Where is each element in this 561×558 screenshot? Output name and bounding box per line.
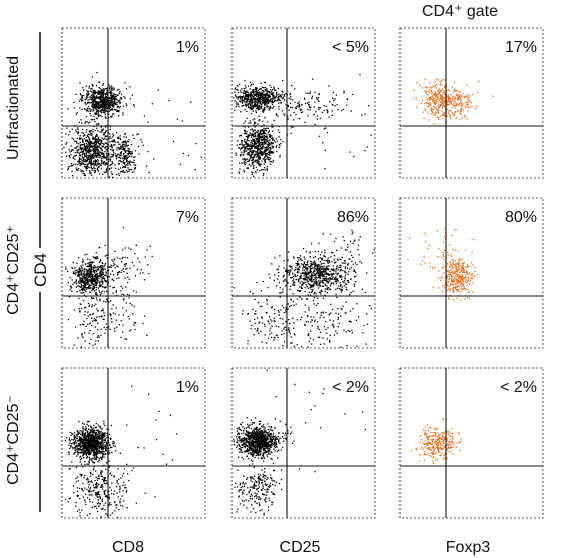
panel-frame (231, 197, 376, 349)
panel-frame (399, 27, 544, 179)
quadrant-percentage: < 2% (500, 379, 537, 396)
panel-frame (399, 197, 544, 349)
quadrant-percentage: 1% (176, 39, 199, 56)
quadrant-percentage: 17% (505, 39, 537, 56)
dot-cloud (233, 369, 366, 516)
dot-cloud (233, 74, 372, 177)
dot-cloud (64, 385, 178, 519)
quadrant-percentage: < 5% (332, 39, 369, 56)
cd4-axis-label: CD4 (31, 253, 50, 287)
panel-r0-c0: 1% (61, 27, 206, 179)
panel-r0-c2: 17% (399, 27, 544, 179)
panel-r2-c1: < 2% (231, 367, 376, 519)
panel-frame (61, 27, 206, 179)
gate-label: CD4⁺ gate (422, 3, 498, 20)
x-axis-label-cd8: CD8 (112, 539, 144, 556)
dot-cloud (233, 229, 375, 348)
row-label-cd4-cd25-pos: CD4⁺CD25⁺ (5, 225, 22, 315)
panel-r1-c2: 80% (399, 197, 544, 349)
dot-cloud (410, 418, 462, 464)
row-label-cd4-cd25-neg: CD4⁺CD25⁻ (5, 395, 22, 485)
panel-frame (399, 367, 544, 519)
row-label-unfractionated: Unfractionated (5, 56, 22, 160)
panel-frame (61, 367, 206, 519)
dot-cloud (407, 228, 478, 301)
panel-r2-c2: < 2% (399, 367, 544, 519)
dot-cloud (412, 78, 494, 127)
panel-frame (231, 367, 376, 519)
panel-r0-c1: < 5% (231, 27, 376, 179)
panel-r1-c1: 86% (231, 197, 376, 349)
quadrant-percentage: 80% (505, 209, 537, 226)
panel-r1-c0: 7% (61, 197, 206, 349)
dot-cloud (65, 226, 153, 348)
quadrant-percentage: 86% (337, 209, 369, 226)
quadrant-percentage: 7% (176, 209, 199, 226)
x-axis-label-foxp3: Foxp3 (446, 539, 491, 556)
panel-frame (61, 197, 206, 349)
panel-r2-c0: 1% (61, 367, 206, 519)
quadrant-percentage: 1% (176, 379, 199, 396)
dot-cloud (63, 71, 202, 179)
x-axis-label-cd25: CD25 (280, 539, 321, 556)
panel-grid: 1% < 5% 17% 7% 86% 80% 1% < 2% < 2% (61, 27, 544, 519)
quadrant-percentage: < 2% (332, 379, 369, 396)
panel-frame (231, 27, 376, 179)
